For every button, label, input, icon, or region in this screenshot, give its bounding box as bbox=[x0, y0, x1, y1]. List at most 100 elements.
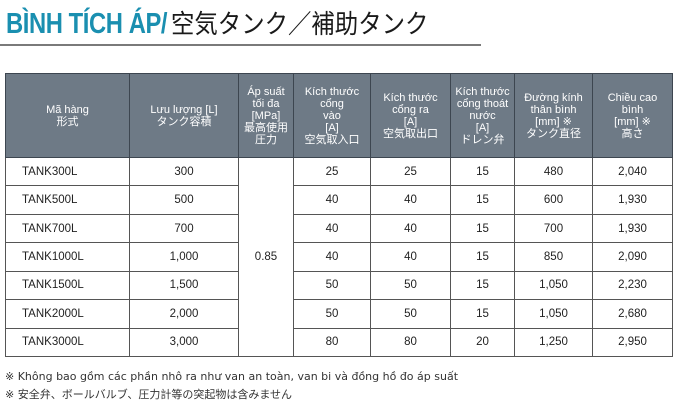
cell-inlet: 50 bbox=[293, 270, 371, 301]
header-line: Mã hàng bbox=[46, 103, 89, 116]
table-row: TANK300L 300 0.85 25 25 15 480 2,040 bbox=[5, 156, 673, 357]
header-pressure: Áp suất tối đa [MPa] 最高使用 圧力 bbox=[238, 73, 294, 158]
table-row: TANK2000L 2,000 50 50 15 1,050 2,680 bbox=[5, 299, 673, 329]
header-diameter: Đường kính thân bình [mm] ※ タンク直径 bbox=[514, 73, 593, 158]
header-line: Kích thước cổng bbox=[304, 85, 360, 110]
cell-volume: 300 bbox=[129, 156, 239, 187]
table-row: TANK700L 700 40 40 15 700 1,930 bbox=[5, 213, 673, 244]
header-line: [mm] ※ bbox=[614, 115, 651, 128]
footnotes: ※ Không bao gồm các phần nhô ra như van … bbox=[5, 368, 458, 404]
cell-diameter: 480 bbox=[514, 156, 593, 187]
header-line: Áp suất bbox=[247, 85, 285, 98]
cell-diameter: 850 bbox=[514, 242, 593, 272]
cell-height: 2,230 bbox=[592, 270, 673, 301]
cell-drain: 15 bbox=[450, 270, 515, 301]
cell-drain: 15 bbox=[450, 242, 515, 272]
cell-volume: 1,000 bbox=[129, 242, 239, 272]
cell-volume: 1,500 bbox=[129, 270, 239, 301]
cell-outlet: 25 bbox=[370, 156, 451, 187]
cell-model: TANK700L bbox=[5, 213, 130, 244]
table-body: TANK300L 300 0.85 25 25 15 480 2,040 TANK500L 500… bbox=[5, 156, 673, 358]
cell-drain: 15 bbox=[450, 299, 515, 329]
header-volume: Lưu lượng [L] タンク容積 bbox=[129, 73, 239, 158]
header-line: 空気取入口 bbox=[304, 133, 360, 146]
header-line: [A] bbox=[325, 121, 339, 134]
cell-drain: 15 bbox=[450, 156, 515, 187]
header-line: Kích thước bbox=[383, 91, 438, 104]
cell-model: TANK1500L bbox=[5, 270, 130, 301]
title-underline bbox=[0, 44, 481, 46]
header-line: 圧力 bbox=[255, 133, 277, 146]
footnote-jp: ※ 安全弁、ボールバルブ、圧力計等の突起物は含みません bbox=[5, 388, 293, 401]
table-row: TANK3000L 3,000 80 80 20 1,250 2,950 bbox=[5, 327, 673, 358]
table-row: TANK500L 500 40 40 15 600 1,930 bbox=[5, 185, 673, 215]
cell-outlet: 80 bbox=[370, 327, 451, 358]
footnote-vn: ※ Không bao gồm các phần nhô ra như van … bbox=[5, 370, 459, 383]
header-outlet: Kích thước cổng ra [A] 空気取出口 bbox=[370, 73, 451, 158]
cell-inlet: 25 bbox=[293, 156, 371, 187]
header-line: vào bbox=[323, 109, 341, 122]
cell-outlet: 40 bbox=[370, 185, 451, 215]
cell-inlet: 40 bbox=[293, 185, 371, 215]
header-line: 空気取出口 bbox=[383, 127, 438, 140]
cell-diameter: 600 bbox=[514, 185, 593, 215]
header-model: Mã hàng 形式 bbox=[5, 73, 130, 158]
cell-inlet: 80 bbox=[293, 327, 371, 358]
spec-table: Mã hàng 形式 Lưu lượng [L] タンク容積 Áp suất tối đa… bbox=[5, 73, 673, 358]
cell-diameter: 1,250 bbox=[514, 327, 593, 358]
cell-outlet: 50 bbox=[370, 299, 451, 329]
header-line: 形式 bbox=[56, 115, 79, 128]
header-line: [mm] ※ bbox=[535, 115, 572, 128]
header-line: Kích thước bbox=[455, 85, 510, 98]
header-height: Chiều cao bình [mm] ※ 高さ bbox=[592, 73, 673, 158]
header-line: Lưu lượng [L] bbox=[150, 103, 218, 116]
cell-drain: 20 bbox=[450, 327, 515, 358]
header-line: タンク直径 bbox=[526, 127, 581, 140]
cell-height: 2,950 bbox=[592, 327, 673, 358]
header-line: nước bbox=[469, 109, 496, 122]
cell-volume: 500 bbox=[129, 185, 239, 215]
cell-drain: 15 bbox=[450, 185, 515, 215]
table-row: TANK1000L 1,000 40 40 15 850 2,090 bbox=[5, 242, 673, 272]
cell-model: TANK1000L bbox=[5, 242, 130, 272]
header-line: 最高使用 bbox=[244, 121, 288, 134]
cell-drain: 15 bbox=[450, 213, 515, 244]
header-line: Đường kính bbox=[524, 91, 583, 104]
header-line: [MPa] bbox=[251, 109, 281, 122]
table-row: TANK1500L 1,500 50 50 15 1,050 2,230 bbox=[5, 270, 673, 301]
title-vietnamese: BÌNH TÍCH ÁP/ bbox=[6, 8, 168, 40]
header-line: [A] bbox=[403, 115, 418, 128]
cell-model: TANK500L bbox=[5, 185, 130, 215]
cell-inlet: 40 bbox=[293, 213, 371, 244]
cell-diameter: 700 bbox=[514, 213, 593, 244]
header-line: cổng ra bbox=[392, 103, 429, 116]
header-line: Chiều cao bbox=[607, 91, 658, 104]
header-line: cổng thoát bbox=[456, 97, 509, 110]
header-line: ドレン弁 bbox=[460, 133, 505, 146]
cell-outlet: 50 bbox=[370, 270, 451, 301]
cell-outlet: 40 bbox=[370, 242, 451, 272]
header-drain: Kích thước cổng thoát nước [A] ドレン弁 bbox=[450, 73, 515, 158]
page-title: BÌNH TÍCH ÁP/ 空気タンク／補助タンク bbox=[6, 4, 457, 40]
header-line: bình bbox=[621, 103, 644, 116]
header-line: tối đa bbox=[252, 97, 280, 110]
cell-height: 1,930 bbox=[592, 213, 673, 244]
header-line: [A] bbox=[475, 121, 490, 134]
header-row: Mã hàng 形式 Lưu lượng [L] タンク容積 Áp suất tối đa… bbox=[5, 73, 673, 158]
cell-height: 2,680 bbox=[592, 299, 673, 329]
cell-height: 2,040 bbox=[592, 156, 673, 187]
title-japanese: 空気タンク／補助タンク bbox=[170, 10, 428, 40]
header-line: 高さ bbox=[621, 127, 644, 140]
header-inlet: Kích thước cổng vào [A] 空気取入口 bbox=[293, 73, 371, 158]
cell-inlet: 40 bbox=[293, 242, 371, 272]
cell-diameter: 1,050 bbox=[514, 299, 593, 329]
cell-model: TANK2000L bbox=[5, 299, 130, 329]
cell-volume: 3,000 bbox=[129, 327, 239, 358]
header-line: タンク容積 bbox=[156, 115, 212, 128]
cell-inlet: 50 bbox=[293, 299, 371, 329]
cell-height: 2,090 bbox=[592, 242, 673, 272]
cell-model: TANK3000L bbox=[5, 327, 130, 358]
cell-model: TANK300L bbox=[5, 156, 130, 187]
cell-outlet: 40 bbox=[370, 213, 451, 244]
cell-volume: 2,000 bbox=[129, 299, 239, 329]
